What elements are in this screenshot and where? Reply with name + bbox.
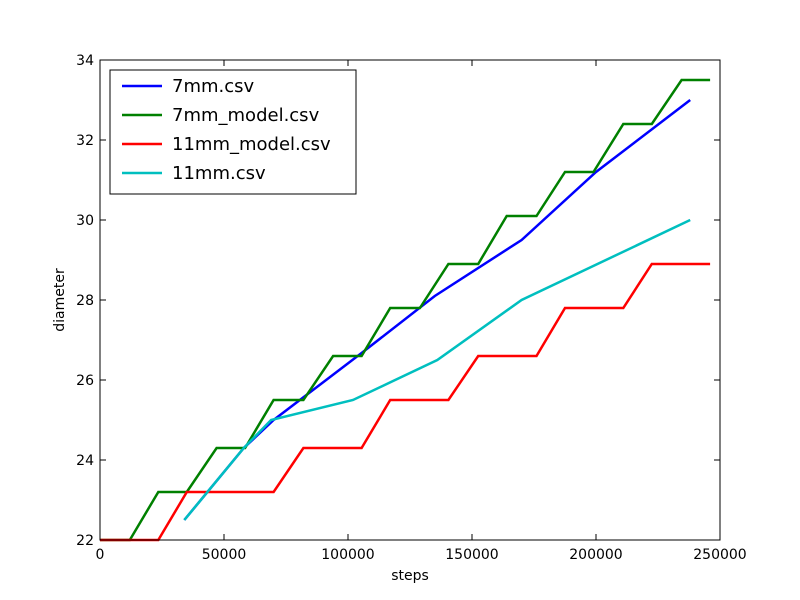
ticks-layer: 0 50000 100000 150000 200000 250000 22 24 26 28 30… (76, 53, 747, 563)
y-tick-label: 28 (76, 293, 94, 309)
x-tick-label: 250000 (693, 547, 746, 563)
y-tick-label: 32 (76, 133, 94, 149)
y-tick-label: 24 (76, 453, 94, 469)
x-tick-label: 150000 (445, 547, 498, 563)
series-line-1 (100, 78, 711, 542)
x-tick-label: 200000 (569, 547, 622, 563)
y-axis-label: diameter (52, 268, 68, 332)
x-axis-label: steps (391, 568, 429, 584)
y-tick-label: 30 (76, 213, 94, 229)
legend-label-3: 11mm.csv (172, 163, 266, 184)
y-tick-label: 34 (76, 53, 94, 69)
y-tick-label: 22 (76, 533, 94, 549)
x-tick-label: 100000 (321, 547, 374, 563)
series-line-3 (183, 218, 691, 521)
legend-label-1: 7mm_model.csv (172, 105, 320, 126)
legend: 7mm.csv 7mm_model.csv 11mm_model.csv 11mm.c… (109, 69, 357, 195)
x-tick-label: 0 (96, 547, 105, 563)
series-line-2 (100, 262, 711, 542)
legend-label-2: 11mm_model.csv (172, 134, 331, 155)
x-tick-label: 50000 (202, 547, 247, 563)
series-layer (100, 78, 711, 542)
y-tick-label: 26 (76, 373, 94, 389)
legend-label-0: 7mm.csv (172, 76, 255, 97)
